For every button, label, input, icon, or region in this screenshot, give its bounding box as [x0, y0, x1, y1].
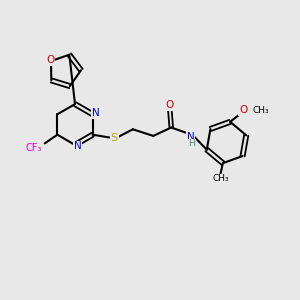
Text: CH₃: CH₃: [252, 106, 269, 115]
Text: H: H: [188, 140, 196, 148]
Text: CF₃: CF₃: [26, 142, 42, 153]
Text: O: O: [239, 105, 247, 115]
Text: O: O: [46, 55, 54, 65]
Text: N: N: [74, 141, 81, 152]
Text: CH₃: CH₃: [212, 174, 229, 183]
Text: N: N: [187, 132, 195, 142]
Text: S: S: [111, 133, 118, 143]
Text: O: O: [166, 100, 174, 110]
Text: N: N: [92, 108, 100, 118]
